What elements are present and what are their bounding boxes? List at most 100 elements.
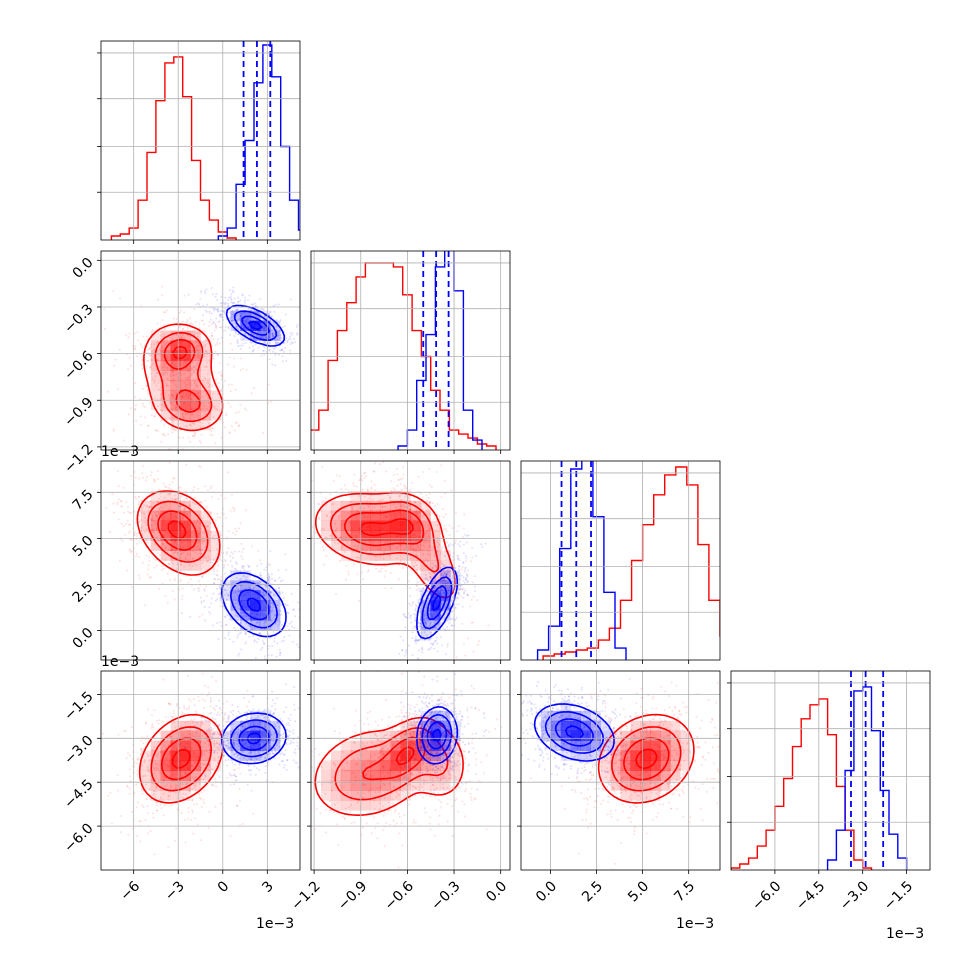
- sample-point: [235, 585, 238, 588]
- sample-point: [289, 349, 292, 352]
- sample-point: [135, 542, 138, 545]
- sample-point: [190, 543, 193, 546]
- sample-point: [143, 513, 146, 516]
- density-cell: [150, 540, 161, 551]
- sample-point: [173, 598, 176, 601]
- sample-point: [191, 798, 194, 801]
- sample-point: [233, 595, 236, 598]
- sample-point: [187, 817, 190, 820]
- sample-point: [227, 363, 230, 366]
- sample-point: [454, 577, 457, 580]
- sample-point: [158, 507, 161, 510]
- sample-point: [193, 777, 196, 780]
- sample-point: [223, 310, 226, 313]
- sample-point: [179, 570, 182, 573]
- density-cell: [270, 330, 281, 341]
- sample-point: [156, 359, 159, 362]
- sample-point: [192, 557, 195, 560]
- sample-point: [216, 578, 219, 581]
- sample-point: [303, 511, 305, 513]
- sample-point: [187, 810, 190, 813]
- sample-point: [413, 613, 416, 616]
- sample-point: [193, 516, 196, 519]
- sample-point: [214, 350, 217, 353]
- sample-point: [433, 555, 436, 558]
- sample-point: [191, 799, 194, 802]
- sample-point: [351, 508, 354, 511]
- density-cell: [350, 520, 362, 531]
- sample-point: [414, 554, 417, 557]
- sample-point: [347, 490, 350, 493]
- sample-point: [258, 622, 261, 625]
- sample-point: [441, 579, 444, 582]
- sample-point: [426, 560, 429, 563]
- density-cell: [180, 520, 191, 531]
- sample-point: [302, 347, 304, 349]
- sample-point: [190, 424, 193, 427]
- sample-point: [216, 556, 219, 559]
- sample-point: [155, 754, 158, 757]
- sample-point: [239, 622, 242, 625]
- sample-point: [434, 578, 437, 581]
- sample-point: [295, 325, 298, 328]
- sample-point: [160, 397, 163, 400]
- sample-point: [229, 509, 232, 512]
- sample-point: [229, 342, 232, 345]
- sample-point: [417, 598, 420, 601]
- sample-point: [444, 555, 447, 558]
- sample-point: [203, 539, 206, 542]
- sample-point: [157, 381, 160, 384]
- sample-point: [194, 735, 197, 738]
- sample-point: [166, 377, 169, 380]
- sample-point: [140, 530, 143, 533]
- sample-point: [204, 556, 207, 559]
- sample-point: [253, 639, 256, 642]
- sample-point: [189, 615, 192, 618]
- sample-point: [117, 498, 120, 501]
- sample-point: [155, 719, 158, 722]
- sample-point: [193, 381, 196, 384]
- sample-point: [128, 332, 131, 335]
- sample-point: [189, 383, 192, 386]
- sample-point: [196, 345, 199, 348]
- sample-point: [199, 540, 202, 543]
- sample-point: [402, 473, 405, 476]
- sample-point: [242, 611, 245, 614]
- sample-point: [219, 516, 222, 519]
- sample-point: [294, 341, 297, 344]
- sample-point: [236, 339, 239, 342]
- sample-point: [433, 572, 436, 575]
- sample-point: [195, 712, 198, 715]
- sample-point: [207, 827, 210, 830]
- density-cell: [330, 540, 342, 551]
- sample-point: [196, 823, 199, 826]
- sample-point: [274, 613, 277, 616]
- sample-point: [402, 613, 405, 616]
- sample-point: [461, 587, 464, 590]
- sample-point: [237, 341, 240, 344]
- sample-point: [237, 327, 240, 330]
- sample-point: [419, 625, 422, 628]
- sample-point: [197, 556, 200, 559]
- sample-point: [146, 805, 149, 808]
- sample-point: [345, 578, 348, 581]
- sample-point: [219, 597, 222, 600]
- sample-point: [270, 573, 273, 576]
- sample-point: [154, 790, 157, 793]
- sample-point: [303, 632, 305, 634]
- sample-point: [323, 348, 325, 350]
- sample-point: [250, 620, 253, 623]
- sample-point: [184, 557, 187, 560]
- sample-point: [237, 767, 240, 770]
- sample-point: [168, 702, 171, 705]
- sample-point: [232, 286, 235, 289]
- sample-point: [445, 573, 448, 576]
- sample-point: [399, 544, 402, 547]
- sample-point: [167, 448, 170, 450]
- density-cell: [210, 390, 221, 401]
- sample-point: [193, 698, 196, 701]
- sample-point: [277, 591, 280, 594]
- density-cell: [320, 500, 332, 512]
- sample-point: [417, 639, 420, 642]
- sample-point: [198, 327, 201, 330]
